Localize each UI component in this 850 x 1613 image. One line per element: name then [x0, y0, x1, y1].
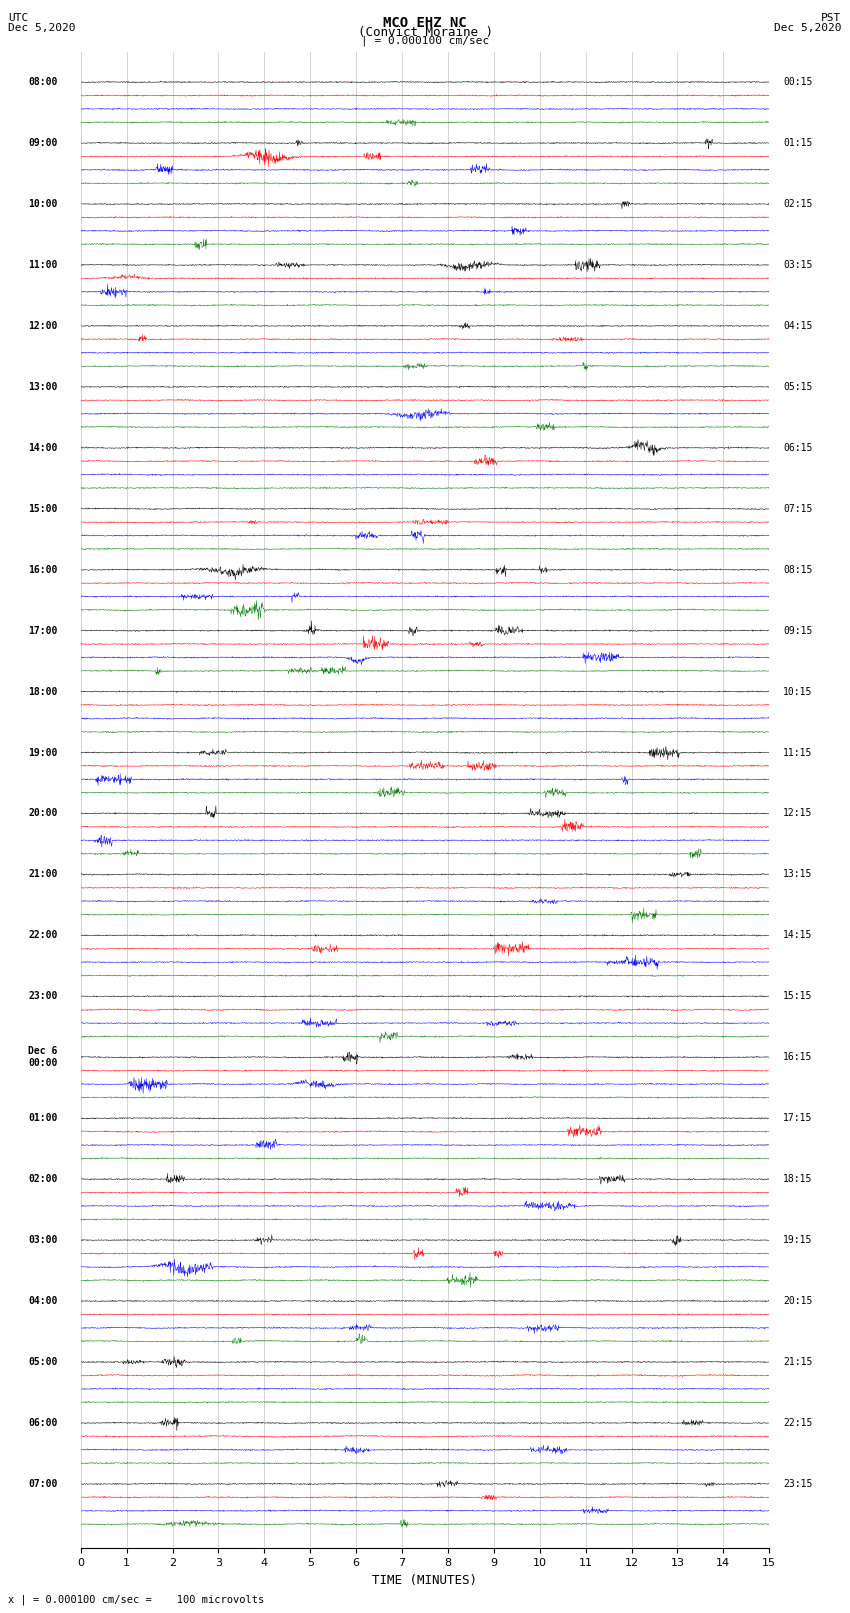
Text: x | = 0.000100 cm/sec =    100 microvolts: x | = 0.000100 cm/sec = 100 microvolts: [8, 1594, 264, 1605]
Text: 11:00: 11:00: [28, 260, 58, 269]
Text: 09:15: 09:15: [783, 626, 813, 636]
Text: 21:00: 21:00: [28, 869, 58, 879]
Text: 18:00: 18:00: [28, 687, 58, 697]
Text: 10:15: 10:15: [783, 687, 813, 697]
Text: PST: PST: [821, 13, 842, 23]
Text: (Convict Moraine ): (Convict Moraine ): [358, 26, 492, 39]
Text: 01:00: 01:00: [28, 1113, 58, 1123]
X-axis label: TIME (MINUTES): TIME (MINUTES): [372, 1574, 478, 1587]
Text: 00:15: 00:15: [783, 77, 813, 87]
Text: 10:00: 10:00: [28, 198, 58, 210]
Text: 11:15: 11:15: [783, 747, 813, 758]
Text: 03:00: 03:00: [28, 1236, 58, 1245]
Text: 14:15: 14:15: [783, 931, 813, 940]
Text: 17:15: 17:15: [783, 1113, 813, 1123]
Text: UTC: UTC: [8, 13, 29, 23]
Text: 06:00: 06:00: [28, 1418, 58, 1428]
Text: 05:00: 05:00: [28, 1357, 58, 1366]
Text: 15:00: 15:00: [28, 503, 58, 513]
Text: 08:00: 08:00: [28, 77, 58, 87]
Text: 14:00: 14:00: [28, 444, 58, 453]
Text: 13:00: 13:00: [28, 382, 58, 392]
Text: 18:15: 18:15: [783, 1174, 813, 1184]
Text: 12:00: 12:00: [28, 321, 58, 331]
Text: 07:15: 07:15: [783, 503, 813, 513]
Text: 16:15: 16:15: [783, 1052, 813, 1063]
Text: 19:15: 19:15: [783, 1236, 813, 1245]
Text: 20:15: 20:15: [783, 1295, 813, 1307]
Text: 08:15: 08:15: [783, 565, 813, 574]
Text: MCO EHZ NC: MCO EHZ NC: [383, 16, 467, 31]
Text: Dec 6
00:00: Dec 6 00:00: [28, 1047, 58, 1068]
Text: Dec 5,2020: Dec 5,2020: [8, 23, 76, 32]
Text: 04:15: 04:15: [783, 321, 813, 331]
Text: 03:15: 03:15: [783, 260, 813, 269]
Text: 06:15: 06:15: [783, 444, 813, 453]
Text: 02:00: 02:00: [28, 1174, 58, 1184]
Text: 04:00: 04:00: [28, 1295, 58, 1307]
Text: 02:15: 02:15: [783, 198, 813, 210]
Text: 12:15: 12:15: [783, 808, 813, 818]
Text: 21:15: 21:15: [783, 1357, 813, 1366]
Text: 05:15: 05:15: [783, 382, 813, 392]
Text: 23:15: 23:15: [783, 1479, 813, 1489]
Text: 23:00: 23:00: [28, 992, 58, 1002]
Text: Dec 5,2020: Dec 5,2020: [774, 23, 842, 32]
Text: 15:15: 15:15: [783, 992, 813, 1002]
Text: 09:00: 09:00: [28, 139, 58, 148]
Text: 17:00: 17:00: [28, 626, 58, 636]
Text: 22:00: 22:00: [28, 931, 58, 940]
Text: 16:00: 16:00: [28, 565, 58, 574]
Text: 01:15: 01:15: [783, 139, 813, 148]
Text: 19:00: 19:00: [28, 747, 58, 758]
Text: 22:15: 22:15: [783, 1418, 813, 1428]
Text: | = 0.000100 cm/sec: | = 0.000100 cm/sec: [361, 35, 489, 47]
Text: 07:00: 07:00: [28, 1479, 58, 1489]
Text: 13:15: 13:15: [783, 869, 813, 879]
Text: 20:00: 20:00: [28, 808, 58, 818]
